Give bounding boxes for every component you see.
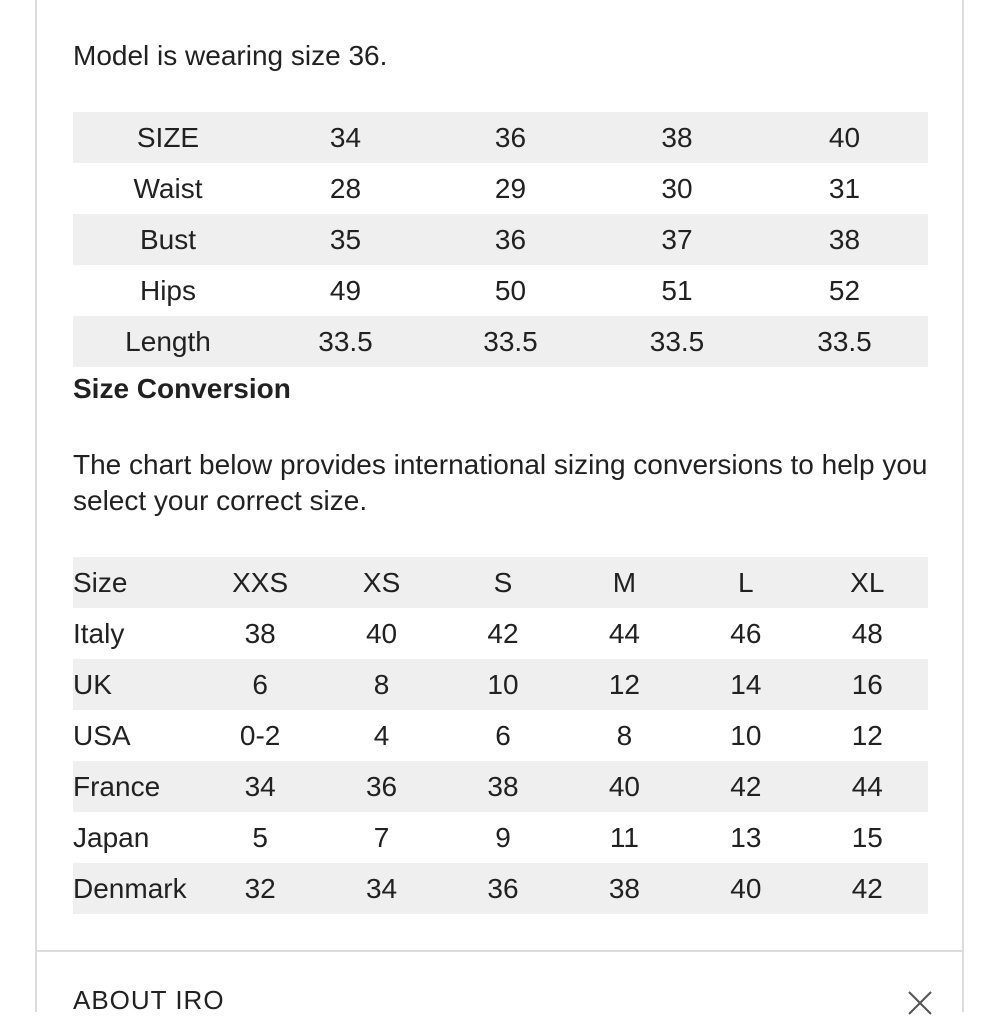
conversion-table-row: UK 6 8 10 12 14 16 [73, 659, 928, 710]
conversion-table-header-cell: M [563, 557, 686, 608]
size-table-cell: 33.5 [593, 316, 761, 367]
size-table-cell: 33.5 [263, 316, 428, 367]
size-table-cell: 38 [761, 214, 928, 265]
conversion-table-cell: 40 [365, 617, 398, 649]
size-conversion-description: The chart below provides international s… [73, 449, 928, 516]
conversion-table-cell: 6 [495, 719, 511, 751]
conversion-table-cell: 0-2 [239, 719, 281, 751]
model-size-note: Model is wearing size 36. [73, 40, 388, 71]
conversion-table-cell: 5 [252, 821, 268, 853]
conversion-table-row: Denmark 32 34 36 38 40 42 [73, 863, 928, 914]
conversion-table-cell: 42 [806, 863, 928, 914]
conversion-table-cell: 44 [806, 761, 928, 812]
conversion-table-cell: 32 [199, 863, 321, 914]
size-table-cell: 31 [828, 172, 861, 204]
size-table-cell: 50 [494, 274, 527, 306]
conversion-table-cell: France [73, 761, 200, 812]
conversion-table-cell: 8 [616, 719, 633, 751]
conversion-table-cell: 48 [851, 617, 883, 649]
size-table-cell: 37 [593, 214, 761, 265]
size-conversion-table: Size XXS XS S M L XL Italy 38 40 42 44 46 48 UK 6 8 10 12 1… [73, 557, 928, 914]
conversion-table-row: Italy 38 40 42 44 46 48 [73, 608, 928, 659]
conversion-table-cell: 6 [199, 659, 321, 710]
conversion-table-row: Size XXS XS S M L XL [73, 557, 928, 608]
size-conversion-heading: Size Conversion [73, 373, 291, 404]
size-table-header-cell: SIZE [73, 112, 263, 163]
conversion-table-header-cell: XXS [199, 557, 321, 608]
size-table-row: Length 33.5 33.5 33.5 33.5 [73, 316, 928, 367]
conversion-table-cell: 16 [806, 659, 928, 710]
conversion-table-row: France 34 36 38 40 42 44 [73, 761, 928, 812]
conversion-table-cell: Italy [73, 617, 125, 649]
conversion-table-cell: 34 [320, 863, 443, 914]
conversion-table-cell: 38 [442, 761, 564, 812]
conversion-table-cell: 9 [495, 821, 511, 853]
size-table-cell: 28 [329, 172, 362, 204]
conversion-table-cell: 7 [373, 821, 390, 853]
size-table-cell: 49 [329, 274, 362, 306]
conversion-table-cell: 12 [563, 659, 686, 710]
conversion-table-cell: 11 [609, 821, 639, 853]
conversion-table-cell: 42 [487, 617, 519, 649]
size-table-cell: Length [73, 316, 263, 367]
conversion-table-cell: 34 [199, 761, 321, 812]
size-table-row: Waist 28 29 30 31 [73, 163, 928, 214]
conversion-table-header-cell: XL [806, 557, 928, 608]
conversion-table-cell: 44 [608, 617, 640, 649]
conversion-table-cell: Japan [73, 821, 150, 853]
conversion-table-row: Japan 5 7 9 11 13 15 [73, 812, 928, 863]
conversion-table-cell: 36 [320, 761, 443, 812]
conversion-table-cell: 42 [685, 761, 807, 812]
conversion-table-cell: 13 [730, 821, 762, 853]
conversion-table-cell: USA [73, 719, 131, 751]
conversion-table-cell: 40 [685, 863, 807, 914]
size-table-row: SIZE 34 36 38 40 [73, 112, 928, 163]
size-table-cell: 36 [428, 214, 593, 265]
conversion-table-row: USA 0-2 4 6 8 10 12 [73, 710, 928, 761]
conversion-table-cell: 14 [685, 659, 807, 710]
conversion-table-cell: 12 [851, 719, 883, 751]
close-icon[interactable] [905, 988, 935, 1018]
conversion-table-cell: Denmark [73, 863, 200, 914]
size-table-cell: Waist [133, 172, 203, 204]
conversion-table-header-cell: XS [320, 557, 443, 608]
size-table-cell: 51 [661, 274, 693, 306]
conversion-table-header-cell: L [685, 557, 807, 608]
size-table-cell: 29 [494, 172, 527, 204]
size-table-header-cell: 36 [428, 112, 593, 163]
conversion-table-cell: 10 [442, 659, 564, 710]
conversion-table-cell: 46 [730, 617, 762, 649]
size-guide-panel [35, 0, 964, 952]
conversion-table-cell: UK [73, 659, 200, 710]
size-table-cell: 30 [661, 172, 693, 204]
size-table-cell: 35 [263, 214, 428, 265]
size-measurements-table: SIZE 34 36 38 40 Waist 28 29 30 31 Bust 35 36 37 38 Hip… [73, 112, 928, 367]
conversion-table-cell: 8 [320, 659, 443, 710]
conversion-table-cell: 10 [730, 719, 762, 751]
size-table-header-cell: 40 [761, 112, 928, 163]
about-section[interactable] [35, 952, 964, 1012]
conversion-table-header-cell: Size [73, 557, 200, 608]
size-table-header-cell: 38 [593, 112, 761, 163]
conversion-table-cell: 36 [442, 863, 564, 914]
size-table-header-cell: 34 [263, 112, 428, 163]
size-table-row: Hips 49 50 51 52 [73, 265, 928, 316]
conversion-table-header-cell: S [442, 557, 564, 608]
size-table-cell: 33.5 [428, 316, 593, 367]
size-table-cell: 52 [828, 274, 861, 306]
conversion-table-cell: 38 [244, 617, 276, 649]
conversion-table-cell: 15 [851, 821, 883, 853]
size-table-cell: Bust [73, 214, 263, 265]
size-table-row: Bust 35 36 37 38 [73, 214, 928, 265]
about-section-label[interactable]: ABOUT IRO [73, 985, 225, 1015]
size-table-cell: 33.5 [761, 316, 928, 367]
conversion-table-cell: 38 [563, 863, 686, 914]
size-table-cell: Hips [139, 274, 196, 306]
conversion-table-cell: 40 [563, 761, 686, 812]
conversion-table-cell: 4 [373, 719, 390, 751]
